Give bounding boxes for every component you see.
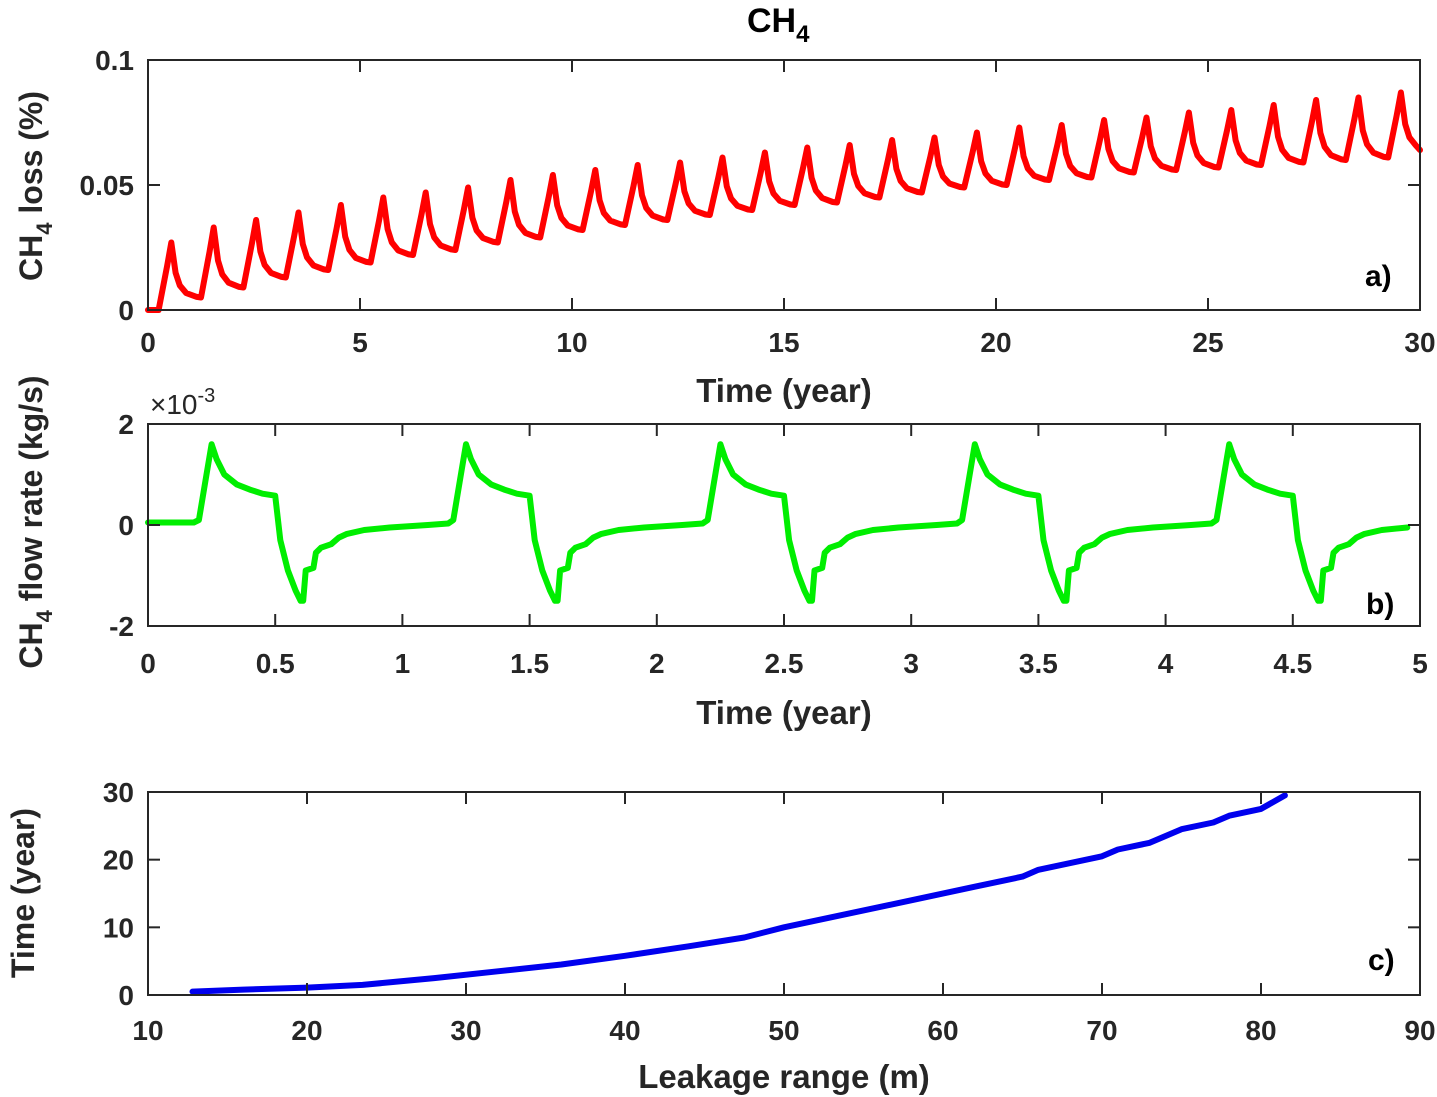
x-tick-label: 4: [1158, 648, 1174, 679]
x-tick-label: 5: [352, 327, 368, 358]
x-tick-label: 50: [768, 1015, 799, 1046]
panel-a-ylabel: CH4 loss (%): [13, 91, 57, 281]
panel-b-flowrate-chart: 0 0.5 1 1.5 2 2.5 3 3.5 4 4.5 5-202 ×10-3 Time (ye…: [13, 375, 1428, 731]
y-tick-label: 20: [103, 845, 134, 876]
x-tick-label: 0: [140, 327, 156, 358]
x-tick-label: 1: [395, 648, 411, 679]
panel-c-axes: [147, 791, 1421, 996]
panel-b-scale-factor: ×10-3: [150, 385, 215, 420]
panel-a-loss-chart: 0 5 10 15 20 25 30 0 0.05 0.1 Time (year) CH4 los…: [13, 45, 1436, 409]
y-tick-label: 0.1: [95, 45, 134, 76]
x-tick-label: 40: [609, 1015, 640, 1046]
panel-a-axes: [147, 59, 1421, 311]
x-tick-label: 1.5: [510, 648, 549, 679]
x-tick-label: 2.5: [765, 648, 804, 679]
x-tick-label: 10: [132, 1015, 163, 1046]
x-tick-label: 10: [556, 327, 587, 358]
x-tick-label: 5: [1412, 648, 1428, 679]
x-tick-label: 0.5: [256, 648, 295, 679]
panel-b-label: b): [1366, 588, 1394, 621]
x-tick-label: 30: [450, 1015, 481, 1046]
y-tick-label: 0: [118, 980, 134, 1011]
panel-b-xlabel: Time (year): [696, 694, 871, 731]
flowrate-series-line: [145, 441, 1411, 604]
x-tick-label: 60: [927, 1015, 958, 1046]
loss-series-line: [145, 89, 1423, 313]
y-tick-label: -2: [109, 611, 134, 642]
panel-b-ylabel: CH4 flow rate (kg/s): [13, 375, 57, 668]
panel-c-ylabel: Time (year): [5, 808, 41, 978]
x-tick-label: 0: [140, 648, 156, 679]
x-tick-label: 4.5: [1273, 648, 1312, 679]
x-tick-label: 20: [980, 327, 1011, 358]
panel-c-leakage-chart: 10 20 30 40 50 60 70 80 90 0 10 20 30 Leakage range …: [5, 777, 1436, 1095]
x-tick-label: 70: [1086, 1015, 1117, 1046]
y-tick-label: 30: [103, 777, 134, 808]
y-tick-label: 2: [118, 409, 134, 440]
y-tick-label: 0.05: [80, 170, 135, 201]
panel-c-xlabel: Leakage range (m): [638, 1058, 930, 1095]
figure-title: CH4: [747, 2, 810, 48]
x-tick-label: 20: [291, 1015, 322, 1046]
x-tick-label: 90: [1404, 1015, 1435, 1046]
y-tick-label: 0: [118, 295, 134, 326]
panel-c-label: c): [1368, 944, 1395, 977]
x-tick-label: 30: [1404, 327, 1435, 358]
x-tick-label: 3: [903, 648, 919, 679]
x-tick-label: 25: [1192, 327, 1223, 358]
leakage-series-line: [189, 792, 1288, 995]
y-tick-label: 10: [103, 912, 134, 943]
panel-a-xlabel: Time (year): [696, 372, 871, 409]
x-tick-label: 2: [649, 648, 665, 679]
y-tick-label: 0: [118, 510, 134, 541]
x-tick-label: 15: [768, 327, 799, 358]
panel-a-label: a): [1365, 260, 1392, 293]
x-tick-label: 80: [1245, 1015, 1276, 1046]
x-tick-label: 3.5: [1019, 648, 1058, 679]
